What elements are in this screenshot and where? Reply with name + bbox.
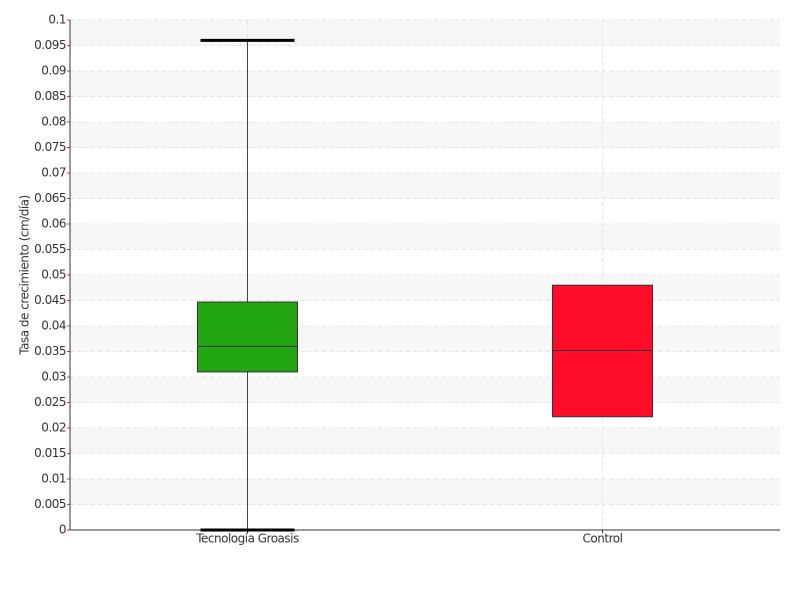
grid-band — [70, 326, 780, 352]
grid-band — [70, 173, 780, 199]
box — [552, 284, 653, 418]
y-tick-label: 0.065 — [34, 191, 66, 205]
y-tick-label: 0.08 — [41, 115, 66, 129]
grid-band — [70, 20, 780, 46]
y-tick-label: 0.095 — [34, 38, 66, 52]
y-tick-label: 0.075 — [34, 140, 66, 154]
y-tick-label: 0.04 — [41, 319, 66, 333]
y-tick-label: 0.1 — [48, 13, 66, 27]
y-tick-label: 0.055 — [34, 242, 66, 256]
plot-background — [70, 20, 780, 505]
grid-band — [70, 428, 780, 454]
y-tick-label: 0.02 — [41, 421, 66, 435]
grid-band — [70, 479, 780, 505]
x-tick-label: Tecnología Groasis — [195, 532, 299, 546]
y-tick-label: 0.025 — [34, 395, 66, 409]
grid-band — [70, 377, 780, 403]
y-tick-label: 0.06 — [41, 217, 66, 231]
y-tick-label: 0.085 — [34, 89, 66, 103]
y-axis-label: Tasa de crecimiento (cm/día) — [18, 195, 32, 355]
box — [197, 301, 298, 373]
y-tick-label: 0.03 — [41, 370, 66, 384]
y-tick-label: 0.07 — [41, 166, 66, 180]
y-tick-label: 0.045 — [34, 293, 66, 307]
y-tick-label: 0 — [59, 523, 66, 537]
y-tick-label: 0.05 — [41, 268, 66, 282]
grid-band — [70, 122, 780, 148]
x-tick-label: Control — [583, 532, 623, 546]
y-tick-label: 0.035 — [34, 344, 66, 358]
y-tick-label: 0.015 — [34, 446, 66, 460]
y-tick-label: 0.09 — [41, 64, 66, 78]
y-tick-label: 0.005 — [34, 497, 66, 511]
grid-band — [70, 275, 780, 301]
y-tick-label: 0.01 — [41, 472, 66, 486]
grid-band — [70, 224, 780, 250]
grid-band — [70, 71, 780, 97]
